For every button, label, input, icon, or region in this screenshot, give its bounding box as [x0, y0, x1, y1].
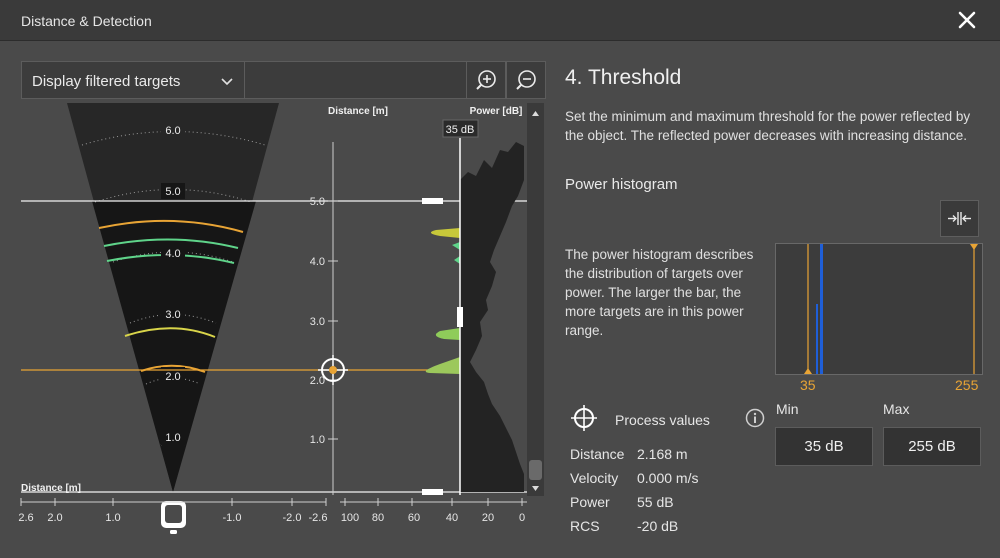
- close-icon[interactable]: [954, 7, 980, 33]
- bottom-tick: -2.0: [283, 512, 302, 524]
- range-handle-top: [422, 198, 443, 204]
- power-histogram[interactable]: [775, 243, 983, 375]
- distance-axis-title: Distance [m]: [328, 106, 388, 117]
- power-tick: 20: [482, 512, 494, 524]
- power-tick: 80: [372, 512, 384, 524]
- scroll-thumb: [529, 460, 542, 480]
- distance-tick: 4.0: [310, 256, 325, 268]
- distance-tick: 1.0: [310, 434, 325, 446]
- process-key: RCS: [570, 518, 600, 534]
- process-key: Power: [570, 494, 610, 510]
- target-peak: [435, 328, 460, 340]
- threshold-tooltip: 35 dB: [446, 124, 475, 136]
- bottom-tick: 2.0: [47, 512, 62, 524]
- process-key: Velocity: [570, 470, 619, 486]
- histogram-bar: [816, 304, 818, 374]
- histogram-max-label: 255: [955, 377, 979, 393]
- fit-range-button[interactable]: [940, 200, 979, 237]
- bottom-tick: 1.0: [105, 512, 120, 524]
- scroll-down-icon: [532, 486, 539, 491]
- chevron-down-icon: [221, 78, 233, 86]
- histogram-description: The power histogram describes the distri…: [565, 247, 754, 338]
- process-value: 0.000 m/s: [637, 470, 699, 486]
- radar-canvas[interactable]: 6.0 5.0 4.0 3.0 2.0 1.0 Distance [m]: [0, 41, 550, 558]
- target-peak: [452, 242, 460, 250]
- target-peak: [430, 228, 460, 238]
- toolbar-spacer: [245, 61, 466, 99]
- arc-label: 4.0: [165, 248, 180, 260]
- threshold-handle: [457, 307, 463, 327]
- power-tick: 100: [341, 512, 359, 524]
- distance-tick: 2.0: [310, 375, 325, 387]
- histogram-min-label: 35: [800, 377, 816, 393]
- info-icon[interactable]: [745, 408, 765, 428]
- zoom-out-icon: [516, 70, 536, 90]
- histogram-bar: [820, 244, 823, 374]
- process-value: 55 dB: [637, 494, 674, 510]
- arc-label: 2.0: [165, 371, 180, 383]
- radar-visualization[interactable]: 6.0 5.0 4.0 3.0 2.0 1.0 Distance [m]: [0, 41, 550, 558]
- target-crosshair-icon[interactable]: [318, 355, 348, 385]
- title-bar: Distance & Detection: [0, 0, 1000, 41]
- crosshair-icon: [571, 405, 597, 431]
- bottom-tick: 2.6: [18, 512, 33, 524]
- process-values-title: Process values: [615, 412, 710, 428]
- range-handle-bottom: [422, 489, 443, 495]
- power-tick: 60: [408, 512, 420, 524]
- threshold-description: Set the minimum and maximum threshold fo…: [565, 109, 971, 143]
- power-axis-title: Power [dB]: [470, 106, 523, 117]
- zoom-in-icon: [476, 70, 496, 90]
- arc-label: 6.0: [165, 125, 180, 137]
- threshold-panel: 4. Threshold Set the minimum and maximum…: [550, 41, 1000, 558]
- arc-label: 5.0: [165, 186, 180, 198]
- window-title: Distance & Detection: [21, 13, 152, 29]
- power-profile-area: [460, 142, 524, 492]
- collapse-arrows-icon: [948, 212, 971, 225]
- histogram-title: Power histogram: [565, 176, 678, 193]
- target-filter-dropdown[interactable]: Display filtered targets: [21, 61, 245, 99]
- target-arc: [124, 327, 216, 338]
- zoom-out-button[interactable]: [506, 61, 546, 99]
- process-value: -20 dB: [637, 518, 679, 534]
- target-arc: [98, 219, 244, 233]
- max-label: Max: [883, 401, 910, 417]
- target-arc: [103, 238, 239, 249]
- dropdown-value: Display filtered targets: [32, 73, 181, 90]
- distance-tick: 5.0: [310, 196, 325, 208]
- target-peak: [425, 357, 460, 374]
- radar-beam: [92, 201, 256, 492]
- distance-tick: 3.0: [310, 316, 325, 328]
- power-tick: 40: [446, 512, 458, 524]
- power-tick: 0: [519, 512, 525, 524]
- zoom-in-button[interactable]: [466, 61, 506, 99]
- page-title: 4. Threshold: [565, 66, 682, 89]
- vertical-scrollbar[interactable]: [527, 103, 544, 496]
- process-key: Distance: [570, 446, 625, 462]
- scroll-up-icon: [532, 111, 539, 116]
- min-label: Min: [776, 401, 799, 417]
- max-threshold-input[interactable]: 255 dB: [883, 427, 981, 466]
- arc-label: 3.0: [165, 309, 180, 321]
- target-peak: [454, 256, 460, 264]
- min-threshold-input[interactable]: 35 dB: [775, 427, 873, 466]
- process-value: 2.168 m: [637, 446, 688, 462]
- arc-label: 1.0: [165, 432, 180, 444]
- bottom-tick: -2.6: [309, 512, 328, 524]
- bottom-axis-title: Distance [m]: [21, 483, 81, 494]
- bottom-tick: -1.0: [223, 512, 242, 524]
